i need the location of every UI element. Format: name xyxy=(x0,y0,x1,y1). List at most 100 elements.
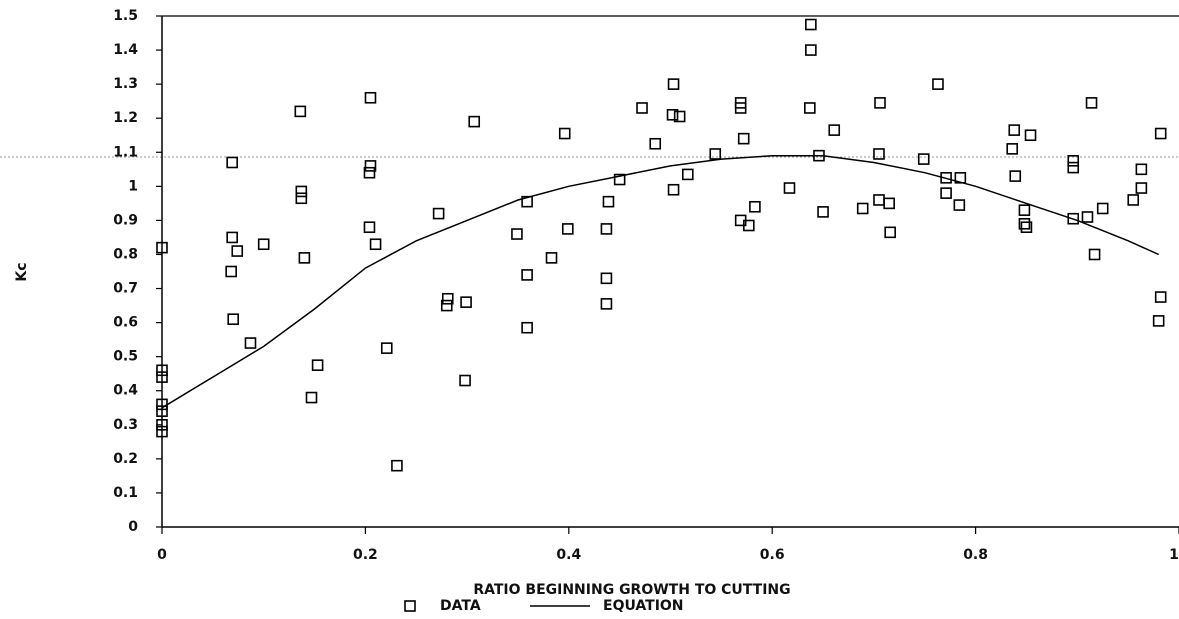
data-point xyxy=(602,195,615,208)
data-point xyxy=(369,238,382,251)
data-point xyxy=(156,425,168,438)
x-tick-label: 0.2 xyxy=(353,547,378,563)
x-tick-label: 0.6 xyxy=(760,547,785,563)
data-point xyxy=(156,371,168,383)
data-point xyxy=(440,299,453,312)
data-point xyxy=(1009,170,1022,182)
data-point xyxy=(227,313,239,325)
data-point xyxy=(295,192,308,205)
data-point xyxy=(673,110,686,123)
legend-label: DATA xyxy=(440,598,481,614)
data-point xyxy=(600,272,613,285)
data-point xyxy=(1006,143,1019,155)
y-tick-label: 0.1 xyxy=(113,485,138,501)
data-point xyxy=(649,137,662,150)
data-point xyxy=(734,102,747,114)
data-point xyxy=(1088,248,1101,261)
data-point xyxy=(667,183,680,196)
y-tick-label: 1.5 xyxy=(113,8,138,24)
data-point xyxy=(521,195,533,208)
fit-curve xyxy=(161,154,1160,409)
data-point xyxy=(817,206,829,218)
y-tick-label: 0 xyxy=(128,519,138,535)
data-point xyxy=(257,238,270,251)
data-point xyxy=(391,459,403,472)
data-point xyxy=(932,78,944,90)
data-point xyxy=(805,18,817,31)
y-tick-label: 1.2 xyxy=(113,110,138,126)
y-tick-label: 1.1 xyxy=(113,144,138,160)
data-point xyxy=(295,185,308,198)
data-point xyxy=(558,127,571,140)
data-point xyxy=(1024,129,1037,142)
data-point xyxy=(636,102,648,114)
y-tick-label: 1.4 xyxy=(113,42,138,58)
data-point xyxy=(521,321,533,334)
y-tick-label: 1.3 xyxy=(113,76,138,92)
data-point xyxy=(305,391,318,404)
data-point xyxy=(1067,154,1080,167)
data-point xyxy=(613,173,626,186)
data-point xyxy=(873,148,885,160)
y-tick-label: 0.8 xyxy=(113,246,138,262)
data-point xyxy=(600,223,613,235)
data-point xyxy=(940,187,952,199)
data-point xyxy=(1152,315,1165,327)
data-point xyxy=(432,207,445,220)
data-point xyxy=(156,405,168,417)
data-point xyxy=(468,115,481,128)
data-point xyxy=(884,226,896,239)
data-point xyxy=(231,245,244,257)
data-point xyxy=(856,202,869,215)
data-point xyxy=(225,265,237,278)
data-point xyxy=(804,102,816,114)
y-tick-label: 0.6 xyxy=(113,315,138,331)
y-tick-label: 0.9 xyxy=(113,212,138,228)
data-point xyxy=(666,108,679,121)
data-point xyxy=(156,418,168,431)
x-tick-label: 1 xyxy=(1169,547,1179,563)
data-point xyxy=(311,359,324,371)
y-tick-label: 0.4 xyxy=(113,383,138,399)
data-point xyxy=(1135,182,1148,194)
data-point xyxy=(545,252,558,264)
legend-label: EQUATION xyxy=(603,598,684,614)
data-point xyxy=(1081,211,1094,223)
data-point xyxy=(600,298,613,310)
data-point xyxy=(743,219,755,232)
data-point xyxy=(917,153,930,165)
data-point xyxy=(156,364,168,377)
data-point xyxy=(363,166,376,179)
data-point xyxy=(749,200,761,213)
data-point xyxy=(460,296,472,308)
data-point xyxy=(1135,163,1148,176)
x-tick-label: 0.4 xyxy=(556,547,581,563)
data-point xyxy=(364,91,377,104)
data-point xyxy=(1127,194,1140,206)
data-point xyxy=(874,97,886,109)
data-point xyxy=(244,337,257,349)
data-point xyxy=(561,223,574,235)
data-point xyxy=(459,374,471,387)
data-point xyxy=(1008,124,1021,136)
data-point xyxy=(294,105,307,118)
data-point xyxy=(363,221,376,234)
data-point xyxy=(156,241,168,254)
data-point xyxy=(226,231,238,244)
legend-swatch xyxy=(404,600,416,612)
data-point xyxy=(226,156,238,169)
data-point xyxy=(511,228,523,240)
data-point xyxy=(667,78,680,90)
data-point xyxy=(737,132,750,145)
data-point xyxy=(883,197,895,210)
x-axis-label: RATIO BEGINNING GROWTH TO CUTTING xyxy=(473,582,790,598)
data-point xyxy=(805,44,817,56)
data-point xyxy=(783,182,796,194)
data-point xyxy=(1154,127,1167,140)
data-point xyxy=(1096,202,1109,215)
x-tick-label: 0 xyxy=(157,547,167,563)
data-point xyxy=(1018,204,1031,216)
data-point xyxy=(828,124,841,136)
data-point xyxy=(1154,291,1167,303)
